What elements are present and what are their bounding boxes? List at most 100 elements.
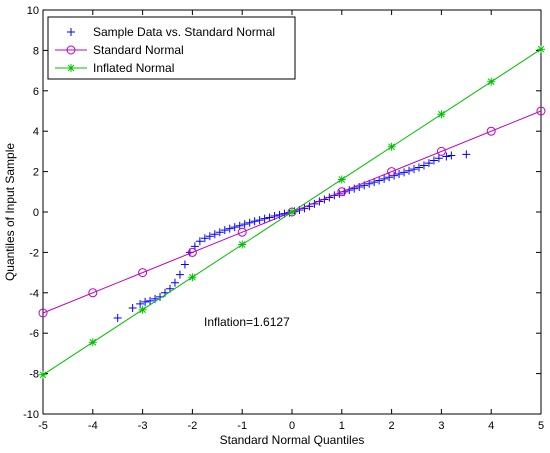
data-point [210,230,219,239]
data-point [175,270,184,279]
x-tick-label: 3 [438,420,444,432]
data-point [138,268,148,278]
legend-item: Sample Data vs. Standard Normal [67,25,275,39]
data-point [39,370,47,379]
data-point [387,142,396,151]
data-point [447,151,456,160]
y-tick-label: -4 [29,288,39,300]
x-tick-label: 1 [339,420,345,432]
data-point [138,305,147,314]
data-point [238,240,247,249]
data-point [146,296,155,305]
legend: Sample Data vs. Standard Normal Standard … [47,16,296,80]
data-point [462,150,471,159]
data-point [350,184,359,193]
x-tick-label: -4 [88,420,98,432]
data-point [375,176,384,185]
data-point [250,217,259,226]
annotation-label: Inflation=1.6127 [204,315,290,329]
x-tick-label: 2 [389,420,395,432]
x-tick-label: 5 [538,420,544,432]
data-point [245,218,254,227]
data-point [240,220,249,229]
data-point [288,208,296,216]
data-point [265,213,274,222]
data-point [128,303,137,312]
data-point [395,170,404,179]
y-tick-label: 8 [33,45,39,57]
data-point [220,226,229,235]
data-point [414,163,423,172]
data-point [237,227,247,237]
y-tick-label: -6 [29,328,39,340]
data-point [170,278,179,287]
data-point [442,152,451,161]
data-point [487,77,496,86]
data-point [205,232,214,241]
data-point [424,159,433,168]
data-point [88,288,98,298]
y-tick-label: -10 [23,409,39,421]
data-point [235,221,244,230]
legend-label: Standard Normal [93,43,184,57]
y-tick-label: 6 [33,86,39,98]
legend-item: Standard Normal [55,43,184,57]
y-tick-label: 2 [33,167,39,179]
data-point [38,308,48,318]
legend-box [47,16,296,80]
x-tick-label: 0 [289,420,295,432]
data-point [230,223,239,232]
data-point [380,174,389,183]
legend-items: Sample Data vs. Standard Normal Standard … [55,25,275,75]
x-tick-label: 4 [488,420,494,432]
data-point [536,106,546,116]
x-tick-label: -1 [237,420,247,432]
data-point [405,166,414,175]
data-point [400,168,409,177]
data-point [141,297,150,306]
data-point [486,126,496,136]
data-point [215,228,224,237]
data-point [436,146,446,156]
data-point [188,273,197,282]
x-axis-label: Standard Normal Quantiles [220,433,365,447]
y-tick-label: 0 [33,207,39,219]
data-point [67,64,75,72]
legend-label: Inflated Normal [93,61,174,75]
data-point [387,167,397,177]
y-tick-label: 10 [27,5,39,17]
x-tick-label: -2 [188,420,198,432]
data-point [113,314,122,323]
x-tick-label: -5 [38,420,48,432]
data-point [200,234,209,243]
data-point [337,187,347,197]
data-point [180,260,189,269]
series-inflated-normal [39,45,545,379]
data-point [410,165,419,174]
data-point [260,214,269,223]
x-tick-label: -3 [138,420,148,432]
data-point [537,45,545,54]
data-point [437,110,446,119]
data-point [88,338,97,347]
legend-label: Sample Data vs. Standard Normal [93,25,275,39]
y-tick-label: -2 [29,247,39,259]
y-tick-label: -8 [29,369,39,381]
data-point [429,156,438,165]
data-point [434,154,443,163]
y-tick-label: 4 [33,126,39,138]
data-point [255,216,264,225]
data-point [419,161,428,170]
data-point [66,45,76,55]
data-point [195,237,204,246]
data-point [370,178,379,187]
series-layer [38,45,546,379]
legend-item: Inflated Normal [55,61,174,75]
y-axis-label: Quantiles of Input Sample [3,143,17,281]
data-point [337,175,346,184]
data-point [187,247,197,257]
data-point [67,28,75,36]
data-point [225,224,234,233]
